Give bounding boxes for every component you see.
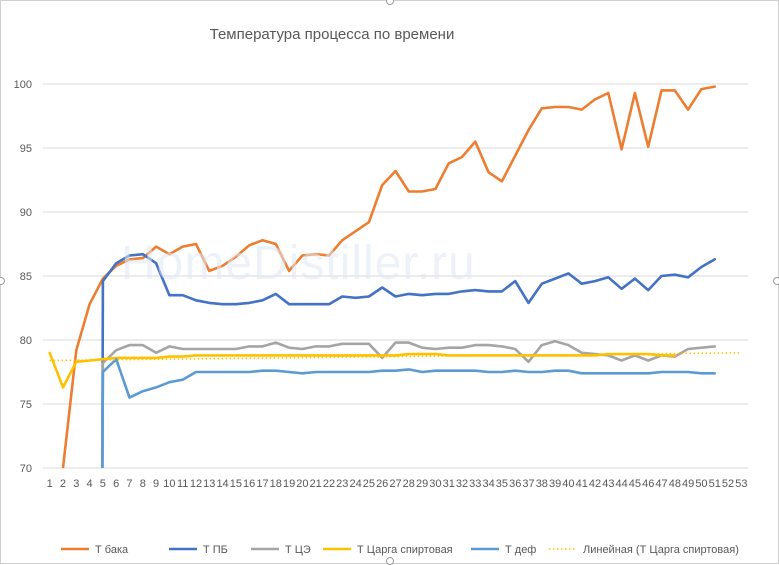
x-tick-label: 46 [642, 478, 654, 490]
series-line [61, 85, 716, 468]
legend-label: Т Царга спиртовая [357, 544, 453, 556]
series-line [101, 252, 716, 468]
x-tick-label: 3 [73, 478, 79, 490]
x-tick-label: 39 [549, 478, 561, 490]
x-tick-label: 30 [429, 478, 441, 490]
trendline [49, 352, 742, 362]
x-tick-label: 42 [589, 478, 601, 490]
x-tick-label: 47 [655, 478, 667, 490]
x-tick-label: 27 [389, 478, 401, 490]
y-tick-label: 85 [20, 271, 32, 283]
chart-title: Температура процесса по времени [210, 26, 455, 43]
x-tick-label: 43 [602, 478, 614, 490]
x-tick-label: 19 [283, 478, 295, 490]
legend-item[interactable]: Т ЦЭ [251, 544, 311, 556]
x-tick-label: 10 [163, 478, 175, 490]
legend-label: Т ПБ [203, 544, 228, 556]
x-tick-label: 35 [496, 478, 508, 490]
x-tick-label: 53 [735, 478, 747, 490]
x-tick-label: 5 [100, 478, 106, 490]
resize-handle-right[interactable] [773, 277, 779, 285]
series-line [101, 340, 716, 468]
x-tick-label: 17 [256, 478, 268, 490]
x-tick-label: 50 [695, 478, 707, 490]
x-tick-label: 51 [709, 478, 721, 490]
x-tick-label: 23 [336, 478, 348, 490]
x-tick-label: 25 [363, 478, 375, 490]
x-tick-label: 15 [230, 478, 242, 490]
x-tick-label: 8 [140, 478, 146, 490]
x-tick-label: 31 [443, 478, 455, 490]
series-1 [61, 85, 716, 468]
y-tick-label: 95 [20, 143, 32, 155]
watermark-text: HomeDistiller.ru [121, 237, 476, 290]
x-tick-label: 34 [482, 478, 494, 490]
x-tick-label: 29 [416, 478, 428, 490]
series-4 [48, 351, 677, 389]
x-tick-label: 14 [216, 478, 228, 490]
legend-item[interactable]: Т Царга спиртовая [323, 544, 453, 556]
series-line [101, 357, 716, 468]
legend-label: Линейная (Т Царга спиртовая) [583, 544, 739, 556]
series-6 [49, 352, 742, 362]
legend-item[interactable]: Т бака [61, 544, 129, 556]
y-tick-label: 75 [20, 399, 32, 411]
x-tick-label: 18 [270, 478, 282, 490]
x-tick-label: 49 [682, 478, 694, 490]
resize-handle-left[interactable] [0, 277, 5, 285]
series-2 [101, 252, 716, 468]
legend-item[interactable]: Т деф [471, 544, 536, 556]
series-3 [101, 340, 716, 468]
x-tick-label: 16 [243, 478, 255, 490]
x-tick-label: 7 [126, 478, 132, 490]
x-tick-label: 26 [376, 478, 388, 490]
x-axis-tick-labels: 1 2 3 4 5 6 7 8 9 10 11 12 13 14 15 16 17 18 19 20 21 22 23 24 2… [47, 478, 748, 490]
x-tick-label: 9 [153, 478, 159, 490]
x-tick-label: 4 [86, 478, 92, 490]
gridlines [43, 83, 748, 469]
resize-handle-top[interactable] [386, 0, 394, 5]
y-tick-label: 100 [14, 79, 32, 91]
legend[interactable]: Т бака Т ПБ Т ЦЭ Т Царга спиртовая Т деф Лине… [61, 544, 739, 556]
x-tick-label: 33 [469, 478, 481, 490]
y-tick-label: 80 [20, 335, 32, 347]
x-tick-label: 36 [509, 478, 521, 490]
x-tick-label: 24 [349, 478, 361, 490]
x-tick-label: 48 [669, 478, 681, 490]
x-tick-label: 38 [536, 478, 548, 490]
x-tick-label: 32 [456, 478, 468, 490]
y-tick-label: 70 [20, 463, 32, 475]
x-tick-label: 41 [576, 478, 588, 490]
legend-item[interactable]: Линейная (Т Царга спиртовая) [549, 544, 739, 556]
legend-label: Т бака [95, 544, 129, 556]
x-tick-label: 13 [203, 478, 215, 490]
x-tick-label: 11 [177, 478, 188, 490]
x-tick-label: 44 [616, 478, 628, 490]
x-tick-label: 20 [296, 478, 308, 490]
y-tick-label: 90 [20, 207, 32, 219]
legend-item[interactable]: Т ПБ [169, 544, 228, 556]
x-tick-label: 21 [310, 478, 322, 490]
x-tick-label: 28 [403, 478, 415, 490]
series-5 [101, 357, 716, 468]
x-tick-label: 2 [60, 478, 66, 490]
series-layer [48, 85, 742, 468]
x-tick-label: 45 [629, 478, 641, 490]
x-tick-label: 1 [47, 478, 53, 490]
x-tick-label: 22 [323, 478, 335, 490]
x-tick-label: 12 [190, 478, 202, 490]
x-tick-label: 52 [722, 478, 734, 490]
legend-label: Т ЦЭ [285, 544, 311, 556]
x-tick-label: 37 [522, 478, 534, 490]
legend-label: Т деф [505, 544, 536, 556]
x-tick-label: 6 [113, 478, 119, 490]
series-line [48, 351, 677, 389]
y-axis-tick-labels: 70 75 80 85 90 95 100 [14, 79, 32, 475]
x-tick-label: 40 [562, 478, 574, 490]
